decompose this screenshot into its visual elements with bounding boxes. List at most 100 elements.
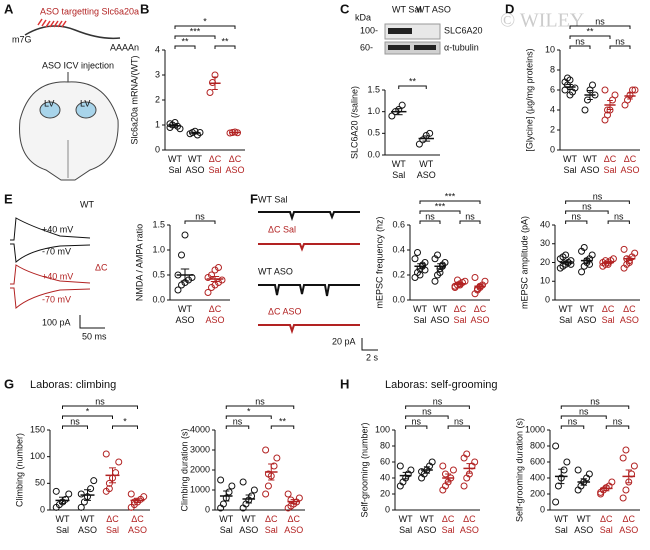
data-point: [578, 268, 586, 276]
y-tick-label: 0.5: [152, 269, 165, 279]
y-tick-label: 20: [540, 257, 550, 267]
data-point: [208, 271, 215, 279]
watermark: © WILEY: [500, 10, 584, 32]
data-point: [80, 498, 88, 506]
ventricle: [39, 101, 61, 119]
y-tick-label: 0.5: [367, 128, 380, 138]
group-label: WT Sal: [258, 194, 287, 204]
significance-bracket: [225, 405, 295, 409]
significance-bracket: [560, 415, 607, 419]
data-point: [552, 442, 560, 450]
y-tick-label: 0: [545, 294, 550, 304]
group-label: ΔC Sal: [268, 224, 296, 234]
significance-bracket: [419, 220, 441, 224]
data-point: [218, 276, 226, 284]
data-point: [552, 498, 560, 506]
data-point: [90, 477, 98, 485]
brain: [19, 81, 119, 181]
x-tick-label: WT ASO: [580, 154, 599, 175]
y-tick-label: 2000: [190, 464, 210, 474]
significance-label: ns: [590, 396, 600, 406]
panel-label: F: [250, 191, 258, 206]
significance-label: *: [247, 406, 251, 416]
significance-label: ns: [568, 416, 578, 426]
x-tick-label: WT ASO: [185, 154, 204, 175]
x-tick-label: WT ASO: [78, 514, 97, 535]
y-axis-label: Climbing duration (s): [179, 428, 189, 511]
y-tick-label: 0.0: [367, 149, 380, 159]
significance-bracket: [270, 425, 295, 429]
data-point: [471, 458, 479, 466]
data-point: [608, 478, 616, 486]
section-title: Laboras: self-grooming: [385, 379, 498, 391]
y-tick-label: 80: [380, 440, 390, 450]
y-axis-label: Self-grooming duration (s): [514, 418, 524, 522]
x-tick-label: ΔC ASO: [284, 514, 303, 535]
data-point: [562, 251, 570, 259]
data-point: [262, 446, 270, 454]
y-tick-label: 30: [540, 238, 550, 248]
blot-strip: [384, 23, 441, 40]
significance-bracket: [459, 220, 481, 224]
significance-bracket: [225, 415, 272, 419]
y-tick-label: 1.5: [152, 219, 165, 229]
section-title: Laboras: climbing: [30, 379, 116, 391]
traces-e: WT +40 mV -70 mV ΔC +40 mV -70 mV 100 pA…: [10, 199, 108, 341]
data-point: [225, 488, 233, 496]
significance-bracket: [560, 425, 585, 429]
data-point: [206, 89, 214, 96]
x-tick-label: ΔC Sal: [603, 154, 616, 175]
significance-label: ns: [593, 191, 603, 201]
y-tick-label: 0: [40, 504, 45, 514]
x-tick-label: WT ASO: [430, 304, 449, 325]
y-tick-label: 0.6: [392, 219, 405, 229]
significance-label: ns: [613, 416, 623, 426]
significance-label: ns: [70, 416, 80, 426]
data-point: [411, 255, 419, 263]
significance-bracket: [405, 405, 470, 409]
trace: [10, 217, 91, 241]
panel-label: H: [340, 376, 349, 391]
significance-label: ns: [579, 406, 589, 416]
x-tick-label: WT Sal: [554, 514, 568, 535]
significance-label: ns: [595, 16, 605, 26]
significance-label: ns: [411, 416, 421, 426]
significance-label: ***: [435, 201, 446, 211]
data-point: [588, 251, 596, 259]
significance-label: ns: [433, 396, 443, 406]
y-tick-label: 0: [155, 144, 160, 154]
traces-f: WT Sal ΔC Sal WT ASO ΔC ASO 20 pA 2 s: [258, 194, 379, 362]
y-tick-label: 0: [205, 504, 210, 514]
significance-bracket: [62, 425, 88, 429]
significance-bracket: [62, 405, 138, 409]
y-tick-label: 4000: [190, 424, 210, 434]
significance-label: ns: [571, 211, 581, 221]
x-tick-label: ΔC Sal: [442, 514, 455, 535]
significance-bracket: [405, 415, 449, 419]
band-label: α-tubulin: [444, 42, 479, 52]
y-tick-label: 6: [550, 84, 555, 94]
lane-label: WT ASO: [416, 4, 451, 14]
y-tick-label: 10: [545, 44, 555, 54]
x-tick-label: ΔC Sal: [602, 304, 615, 325]
x-tick-label: ΔC ASO: [460, 514, 479, 535]
x-tick-label: WT Sal: [399, 514, 413, 535]
x-tick-label: ΔC Sal: [600, 514, 613, 535]
data-point: [611, 91, 619, 99]
y-axis-label: mEPSC amplitude (pA): [519, 216, 529, 309]
data-point: [262, 490, 270, 498]
significance-bracket: [419, 200, 481, 204]
schematic: ASO targetting Slc6a20a m7G AAAAn ASO IC…: [12, 6, 139, 181]
data-point: [620, 245, 628, 253]
group-label: WT: [80, 199, 94, 209]
y-tick-label: 0.4: [392, 244, 405, 254]
significance-bracket: [569, 35, 611, 39]
trace: [258, 211, 360, 222]
x-tick-label: ΔC ASO: [225, 154, 244, 175]
data-point: [619, 494, 627, 502]
significance-label: ns: [582, 201, 592, 211]
data-point: [127, 490, 135, 498]
y-tick-label: 400: [530, 472, 545, 482]
y-tick-label: 200: [530, 488, 545, 498]
significance-bracket: [569, 45, 591, 49]
